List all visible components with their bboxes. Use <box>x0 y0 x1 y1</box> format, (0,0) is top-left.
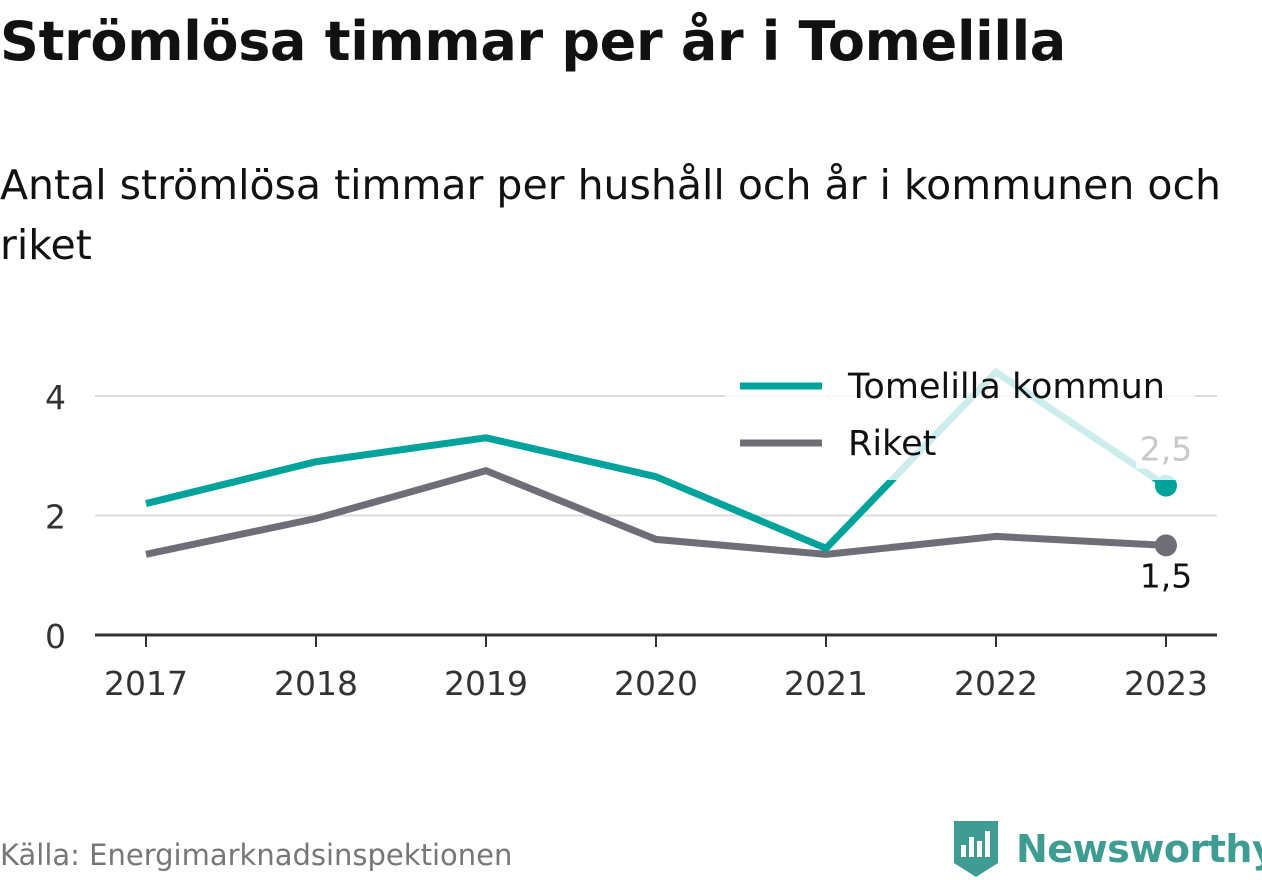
chart-subtitle: Antal strömlösa timmar per hushåll och å… <box>0 161 1221 269</box>
x-tick-label: 2017 <box>104 664 188 703</box>
brand-logo: Newsworthy <box>950 818 1262 880</box>
end-point-tomelilla <box>1155 474 1177 497</box>
series-line-riket <box>145 466 1167 558</box>
chart-title: Strömlösa timmar per år i Tomelilla <box>0 10 1066 73</box>
end-label-bg-riket <box>1136 557 1196 596</box>
x-tick-label: 2023 <box>1124 664 1208 703</box>
x-tick-label: 2022 <box>954 664 1038 703</box>
end-label-tomelilla: 2,5 <box>1140 430 1192 469</box>
legend-background <box>725 362 1195 480</box>
end-point-riket <box>1155 534 1177 557</box>
brand-name: Newsworthy <box>1016 827 1262 871</box>
legend-label-tomelilla: Tomelilla kommun <box>847 367 1165 407</box>
x-tick-label: 2019 <box>444 664 528 703</box>
y-tick-label: 4 <box>45 378 66 417</box>
legend-label-riket: Riket <box>848 424 936 464</box>
y-tick-label: 0 <box>45 617 66 656</box>
x-tick-label: 2021 <box>784 664 868 703</box>
newsworthy-logo-icon <box>954 821 998 877</box>
end-label-bg-tomelilla <box>1136 430 1196 469</box>
end-label-riket: 1,5 <box>1140 556 1192 595</box>
x-tick-label: 2020 <box>614 664 698 703</box>
y-tick-label: 2 <box>45 498 66 537</box>
source-note: Källa: Energimarknadsinspektionen <box>0 838 513 872</box>
x-tick-label: 2018 <box>274 664 358 703</box>
